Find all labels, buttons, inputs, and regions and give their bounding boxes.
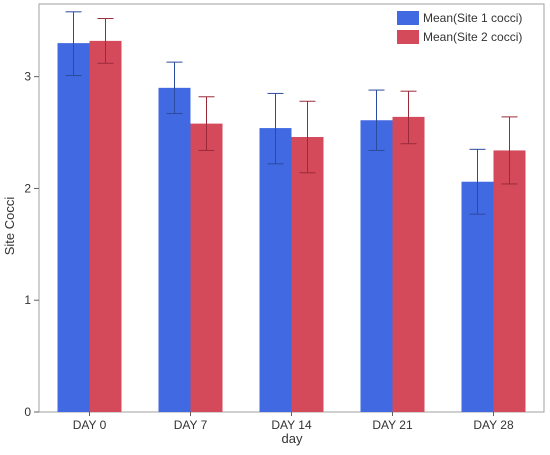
x-tick-label: DAY 7	[174, 418, 208, 432]
y-tick-label: 0	[24, 405, 31, 419]
x-tick-label: DAY 21	[372, 418, 413, 432]
x-tick-label: DAY 0	[73, 418, 107, 432]
bar-series-2	[89, 40, 122, 413]
y-tick-label: 1	[24, 293, 31, 307]
bar-series-1	[158, 87, 191, 412]
bar-series-1	[360, 120, 393, 413]
y-tick-label: 2	[24, 181, 31, 195]
legend-swatch	[397, 11, 419, 25]
x-tick-label: DAY 28	[473, 418, 514, 432]
error-bars-group	[65, 11, 518, 215]
bar-series-2	[392, 116, 425, 413]
bar-series-2	[291, 137, 324, 413]
bar-series-2	[190, 123, 223, 413]
legend: Mean(Site 1 cocci) Mean(Site 2 cocci)	[397, 11, 522, 44]
bar-series-1	[57, 43, 90, 412]
y-tick-label: 3	[24, 70, 31, 84]
y-axis: 0 1 2 3	[24, 70, 39, 419]
bar-series-2	[493, 150, 526, 413]
x-axis: DAY 0 DAY 7 DAY 14 DAY 21 DAY 28	[73, 412, 514, 432]
x-tick-label: DAY 14	[271, 418, 312, 432]
bars-group	[57, 40, 526, 413]
y-axis-label: Site Cocci	[2, 197, 17, 256]
bar-series-1	[259, 128, 292, 412]
x-axis-label: day	[282, 431, 303, 446]
bar-series-1	[461, 181, 494, 412]
legend-swatch	[397, 30, 419, 44]
legend-label: Mean(Site 2 cocci)	[423, 30, 522, 44]
legend-label: Mean(Site 1 cocci)	[423, 11, 522, 25]
